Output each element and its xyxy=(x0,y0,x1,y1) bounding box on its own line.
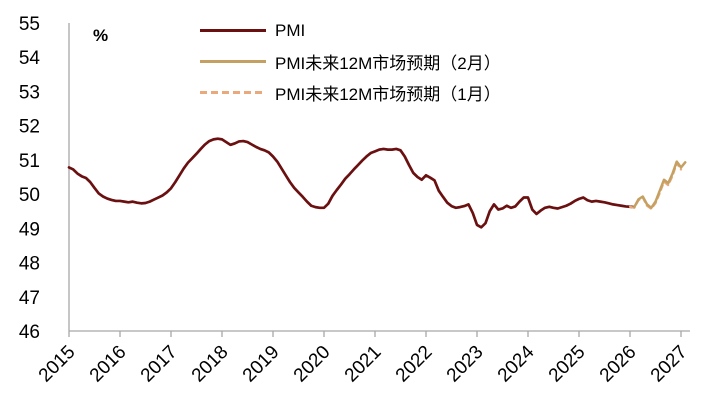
x-tick-label: 2023 xyxy=(443,342,488,387)
x-tick-label: 2020 xyxy=(290,342,335,387)
y-tick-label: 55 xyxy=(19,14,40,35)
legend-line-forecast-feb xyxy=(200,60,266,63)
x-tick-label: 2025 xyxy=(545,342,590,387)
y-tick-label: 48 xyxy=(19,254,40,275)
y-tick-label: 52 xyxy=(19,117,40,138)
y-tick-label: 53 xyxy=(19,82,40,103)
y-tick-label: 54 xyxy=(19,48,41,69)
legend: PMI PMI未来12M市场预期（2月） PMI未来12M市场预期（1月） xyxy=(200,15,501,108)
y-axis-unit-label: % xyxy=(93,26,109,45)
legend-item-pmi: PMI xyxy=(200,15,501,46)
legend-line-pmi xyxy=(200,29,266,32)
x-tick-label: 2018 xyxy=(188,342,233,387)
x-tick-label: 2019 xyxy=(239,342,284,387)
y-tick-label: 49 xyxy=(19,219,40,240)
x-tick-label: 2026 xyxy=(596,342,641,387)
legend-label-forecast-feb: PMI未来12M市场预期（2月） xyxy=(275,54,501,73)
series-line-2 xyxy=(633,160,687,210)
x-tick-label: 2022 xyxy=(392,342,437,387)
x-tick-label: 2024 xyxy=(494,341,539,386)
y-tick-label: 47 xyxy=(19,288,40,309)
x-tick-label: 2027 xyxy=(647,342,692,387)
y-tick-label: 51 xyxy=(19,151,40,172)
series-line-0 xyxy=(67,137,636,229)
legend-item-forecast-feb: PMI未来12M市场预期（2月） xyxy=(200,46,501,77)
x-tick-label: 2021 xyxy=(341,342,386,387)
legend-label-pmi: PMI xyxy=(275,20,306,40)
x-tick-label: 2017 xyxy=(137,342,182,387)
x-tick-label: 2015 xyxy=(35,342,80,387)
x-tick-label: 2016 xyxy=(86,342,131,387)
y-tick-label: 50 xyxy=(19,185,40,206)
legend-label-forecast-jan: PMI未来12M市场预期（1月） xyxy=(275,85,501,104)
legend-item-forecast-jan: PMI未来12M市场预期（1月） xyxy=(200,77,501,108)
legend-line-forecast-jan xyxy=(200,91,266,94)
y-tick-label: 46 xyxy=(19,322,40,343)
